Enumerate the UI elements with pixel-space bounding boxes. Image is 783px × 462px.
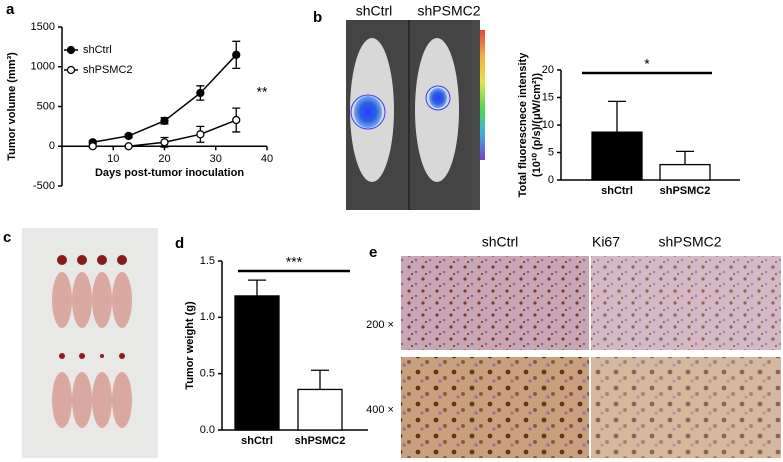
y-tick-label: 20	[542, 64, 554, 76]
x-tick-label: 10	[107, 153, 119, 165]
legend-marker	[66, 65, 76, 75]
point	[196, 130, 205, 139]
panel-label: a	[6, 1, 15, 18]
histology-images	[401, 256, 781, 458]
point	[160, 116, 169, 125]
y-tick-label: 5	[548, 146, 554, 158]
panel-label: b	[313, 9, 322, 26]
error-bar	[608, 100, 626, 133]
x-tick-label: 20	[158, 153, 170, 165]
column-label: shPSMC2	[658, 234, 721, 250]
y-tick-label: 0.5	[200, 368, 215, 380]
legend-label: shCtrl	[83, 44, 112, 56]
point	[160, 138, 169, 147]
point	[124, 131, 133, 141]
y-tick-label: 1.0	[200, 311, 215, 323]
point	[196, 88, 205, 98]
column-label: shCtrl	[482, 234, 519, 250]
panel-label: d	[175, 235, 184, 252]
y-tick-label: 1.5	[200, 255, 215, 267]
y-tick-label: 0.0	[200, 424, 215, 436]
x-tick-label: 30	[210, 153, 222, 165]
row-label: 200 ×	[366, 319, 394, 331]
group-label: shCtrl	[356, 3, 393, 19]
annotation: *	[644, 56, 650, 72]
x-tick-label: shPSMC2	[295, 435, 346, 447]
x-tick-label: 40	[261, 153, 273, 165]
group-label: shPSMC2	[417, 3, 480, 19]
bar	[234, 295, 280, 431]
x-tick-label: shCtrl	[241, 435, 273, 447]
y-tick-label: 10	[542, 119, 554, 131]
y-tick-label: 0	[49, 140, 55, 152]
annotation: ***	[286, 254, 303, 270]
x-axis-label: Days post-tumor inoculation	[95, 167, 244, 179]
bar	[297, 388, 343, 431]
y-tick-label: 1500	[31, 21, 55, 33]
y-axis-label: Tumor volume (mm³)	[6, 52, 18, 161]
x-tick-label: shPSMC2	[660, 185, 711, 197]
point	[124, 142, 133, 151]
y-tick-label: 0	[548, 174, 554, 186]
bar	[659, 163, 711, 181]
y-tick-label: 500	[37, 100, 55, 112]
y-tick-label: 15	[542, 91, 554, 103]
panel-label: c	[3, 229, 11, 246]
legend-marker	[66, 45, 76, 55]
y-axis-label: Tumor weight (g)	[184, 301, 196, 390]
column-label: Ki67	[592, 234, 620, 250]
y-axis-label: (10¹⁰ (p/s)/(μW/cm²))	[531, 73, 543, 177]
point	[88, 142, 97, 151]
legend-label: shPSMC2	[83, 64, 133, 76]
point	[232, 50, 241, 59]
y-axis-label: Total fluorescnece intensity	[517, 52, 529, 198]
bar	[591, 131, 643, 181]
y-tick-label: -500	[33, 180, 55, 192]
x-tick-label: shCtrl	[601, 185, 633, 197]
row-label: 400 ×	[366, 404, 394, 416]
y-tick-label: 1000	[31, 61, 55, 73]
panel-label: e	[369, 244, 377, 261]
error-bar	[311, 369, 329, 390]
tumor-photo	[22, 228, 158, 458]
error-bar	[248, 279, 266, 296]
bioluminescence-image	[346, 20, 502, 210]
error-bar	[676, 150, 694, 165]
point	[232, 115, 241, 125]
annotation: **	[257, 84, 268, 100]
